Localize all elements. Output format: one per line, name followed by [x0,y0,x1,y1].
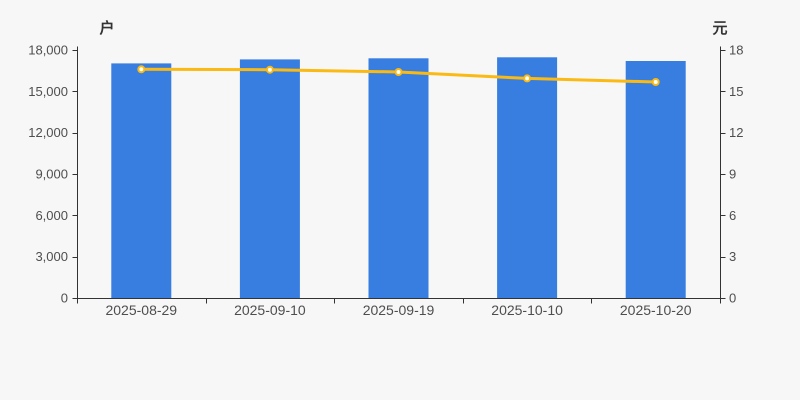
left-axis-tick-label: 18,000 [28,43,68,58]
x-axis-date-label: 2025-10-20 [620,302,692,318]
left-axis-tick-label: 3,000 [35,249,68,264]
left-axis-tick-label: 0 [61,291,68,306]
right-axis-tick-label: 3 [729,249,736,264]
left-axis-tick-label: 12,000 [28,125,68,140]
left-axis-tick-label: 9,000 [35,167,68,182]
x-axis-date-label: 2025-10-10 [491,302,563,318]
left-axis-unit-label: 户 [99,19,114,37]
axis-labels: 0 3,000 6,000 9,000 12,000 15,000 18,000 0 3 6 9 12… [28,43,743,319]
bar-2025-09-10[interactable] [239,59,300,299]
bar-2025-10-20[interactable] [625,61,686,298]
x-axis-date-label: 2025-08-29 [105,302,177,318]
right-axis-tick-label: 18 [729,43,743,58]
bar-2025-09-19[interactable] [368,58,429,298]
right-axis-tick-label: 15 [729,84,743,99]
right-axis-tick-label: 12 [729,125,743,140]
left-axis-tick-label: 15,000 [28,84,68,99]
bar-series [111,57,686,299]
price-point-2025-09-10[interactable] [265,65,274,74]
x-axis-date-label: 2025-09-10 [234,302,306,318]
bar-2025-08-29[interactable] [111,63,172,299]
right-axis-unit-label: 元 [712,20,727,37]
price-point-2025-09-19[interactable] [394,68,403,76]
right-axis-tick-label: 0 [729,291,736,306]
price-point-2025-08-29[interactable] [137,65,146,74]
bar-2025-10-10[interactable] [497,57,558,298]
left-axis-tick-label: 6,000 [35,208,68,223]
x-axis-date-label: 2025-09-19 [363,302,435,318]
axes [72,46,726,304]
right-axis-tick-label: 6 [729,208,736,223]
right-axis-tick-label: 9 [729,167,736,182]
price-point-2025-10-20[interactable] [651,78,660,86]
price-point-2025-10-10[interactable] [523,74,532,83]
